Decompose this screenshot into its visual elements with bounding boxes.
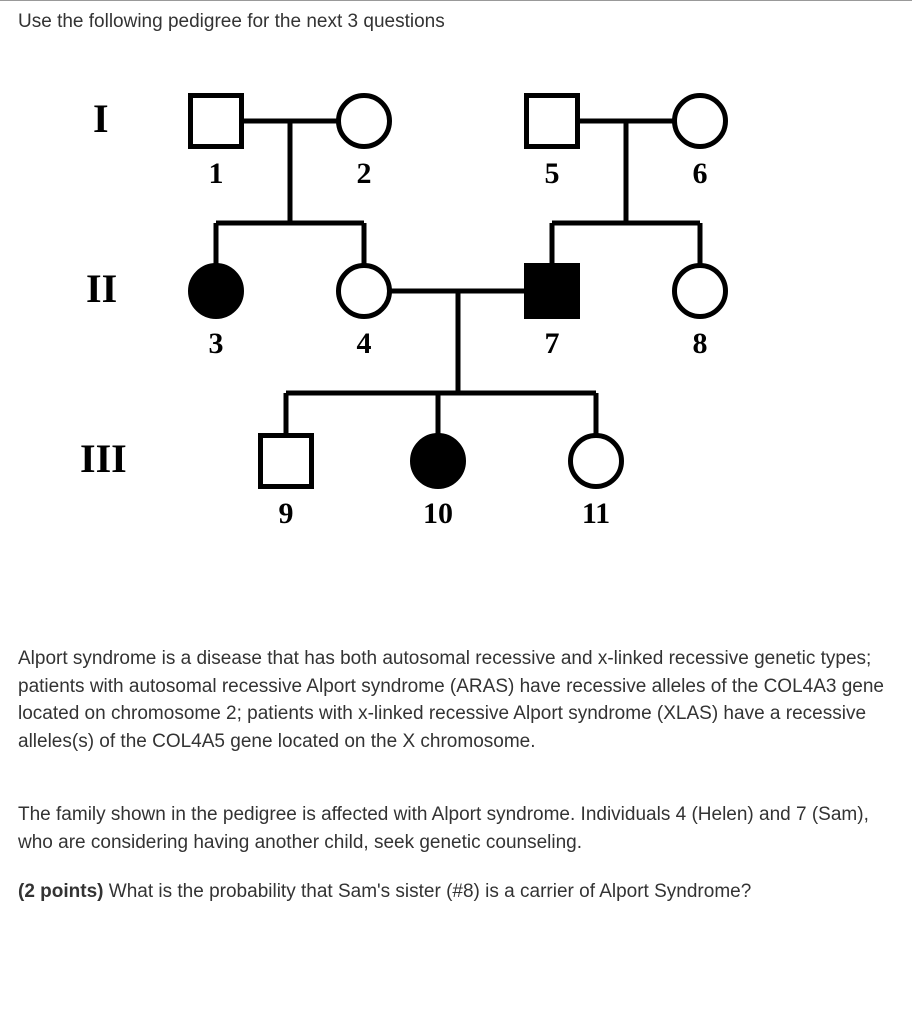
male-icon [188, 93, 244, 149]
paragraph-background: Alport syndrome is a disease that has bo… [18, 645, 894, 755]
question-line: (2 points) What is the probability that … [18, 878, 894, 906]
pedigree-chart: I II III 1 2 5 6 3 4 7 [58, 63, 818, 623]
points-label: (2 points) [18, 881, 109, 902]
female-icon [672, 93, 728, 149]
male-icon [258, 433, 314, 489]
female-icon [336, 263, 392, 319]
female-affected-icon [188, 263, 244, 319]
male-icon [524, 93, 580, 149]
question-container: Use the following pedigree for the next … [0, 0, 912, 946]
female-icon [672, 263, 728, 319]
paragraph-scenario: The family shown in the pedigree is affe… [18, 801, 894, 856]
question-text: What is the probability that Sam's siste… [109, 881, 752, 902]
female-affected-icon [410, 433, 466, 489]
female-icon [568, 433, 624, 489]
male-affected-icon [524, 263, 580, 319]
female-icon [336, 93, 392, 149]
instruction-text: Use the following pedigree for the next … [18, 11, 894, 33]
